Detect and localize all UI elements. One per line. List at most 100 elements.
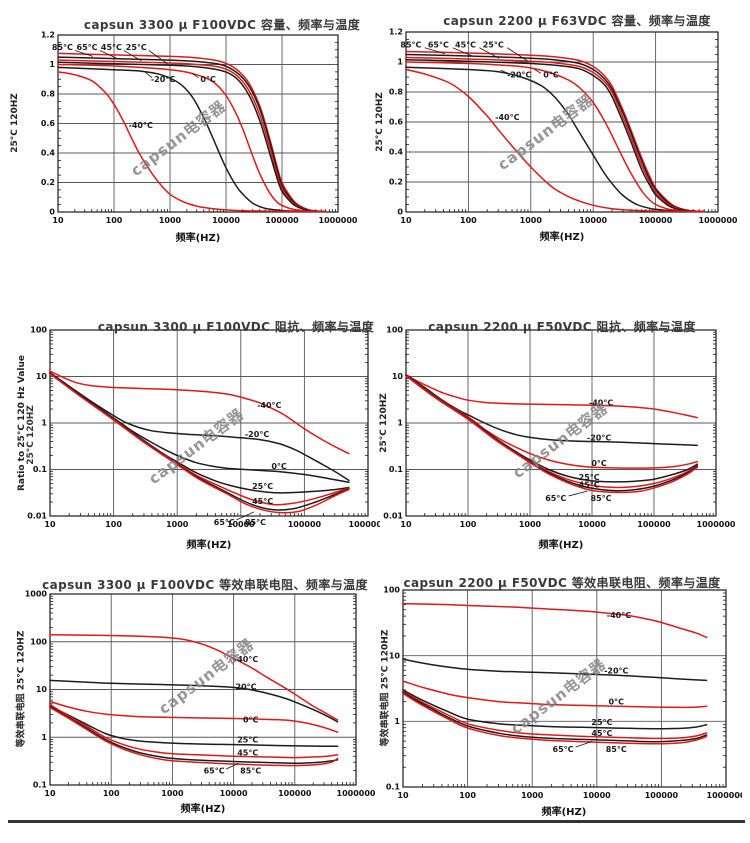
curve-0°C [405,61,705,213]
plot-canvas: 10 100 1000 10000 100000 1000000 1.2 1 0.8 0.6 0.4… [389,28,738,225]
curve-label-45°C: 45°C [591,729,612,738]
chart-esr-2200uf: 10 100 1000 10000 100000 1000000 100 10 1 0.1 -40°… [376,570,743,822]
x-tick-label: 10 [44,520,56,529]
plot-canvas: 10 100 1000 10000 100000 1000000 100 10 1 0.1 0.01… [383,326,736,529]
y-tick-label: 0.6 [41,119,56,128]
x-axis-label: 频率(HZ) [186,540,232,551]
label-leader-line [74,50,94,57]
curve--40°C [405,373,699,419]
x-tick-label: 10000 [579,216,607,225]
curve-label-0°C: 0°C [243,715,259,724]
x-tick-label: 10 [397,791,409,800]
plot-border [402,589,727,788]
curve--20°C [57,66,327,213]
x-axis-label: 频率(HZ) [538,540,584,551]
x-tick-label: 1000000 [337,789,376,798]
x-axis-label: 频率(HZ) [175,233,221,244]
y-axis-label: 25°C 120HZ [375,92,385,152]
plot-border [405,31,719,213]
x-tick-label: 100000 [288,520,322,529]
plot-border [405,329,717,517]
curve--40°C [57,71,327,213]
plot-canvas: 10 100 1000 10000 100000 1000000 1.2 1 0.8 0.6 0.4… [41,31,358,225]
chart-title: capsun 3300 μ F100VDC 阻抗、频率与温度 [97,320,375,334]
label-leader-line [144,71,153,79]
y-tick-label: 0.1 [389,465,404,474]
y-axis-label-secondary: 25°C 120HZ [26,405,36,465]
x-tick-label: 1000 [520,216,543,225]
curve--40°C [405,68,705,213]
x-tick-label: 1000 [159,216,182,225]
y-tick-label: 100 [383,586,400,595]
curve--40°C [49,370,350,455]
curve-85°C [402,692,708,745]
x-tick-label: 10 [52,216,64,225]
y-tick-label: 0.8 [41,90,56,99]
chart-impedance-2200uf: 10 100 1000 10000 100000 1000000 100 10 1 0.1 0.01… [376,312,742,558]
curve-85°C [49,373,350,514]
curve-label-45°C: 45°C [455,40,476,49]
curve--40°C [49,634,339,721]
y-tick-label: 0 [49,208,55,217]
x-tick-label: 1000000 [349,520,380,529]
x-tick-label: 10000 [212,216,240,225]
x-tick-label: 10000 [227,520,255,529]
chart-impedance-3300uf: 10 100 1000 10000 100000 1000000 100 10 1 0.1 0.01… [10,312,380,558]
x-tick-label: 100000 [637,520,671,529]
curve-label-85°C: 85°C [52,43,73,52]
x-tick-label: 100000 [645,791,679,800]
curve-65°C [402,691,708,743]
curve-0°C [402,680,708,709]
y-tick-label: 0.2 [389,178,403,187]
curve-label-85°C: 85°C [245,518,266,527]
x-tick-label: 100 [460,520,477,529]
x-tick-label: 10000 [583,791,611,800]
y-tick-label: 1000 [25,590,48,599]
chart-title: capsun 2200 μ F63VDC 容量、频率与温度 [443,14,711,28]
chart-capacitance-3300uf: 10 100 1000 10000 100000 1000000 1.2 1 0.8 0.6 0.4… [8,6,360,256]
y-tick-label: 1 [394,717,400,726]
label-leader-line [424,47,446,55]
curve--20°C [402,658,708,682]
x-tick-label: 1000 [161,789,184,798]
y-tick-label: 100 [30,326,47,335]
chart-title: capsun 3300 μ F100VDC 等效串联电阻、频率与温度 [42,578,368,592]
curve-85°C [57,52,327,213]
y-tick-label: 0.8 [389,88,404,97]
x-tick-label: 1000 [166,520,189,529]
plot-border [57,34,339,213]
x-tick-label: 100 [460,216,477,225]
x-tick-label: 100 [459,791,476,800]
curve--20°C [49,679,339,723]
y-tick-label: 1 [41,419,47,428]
y-tick-label: 100 [386,326,403,335]
y-tick-label: 1 [41,733,47,742]
curve-label-0°C: 0°C [200,75,216,84]
x-tick-label: 10 [400,216,412,225]
x-axis-label: 频率(HZ) [539,232,585,243]
chart-capacitance-2200uf: 10 100 1000 10000 100000 1000000 1.2 1 0.8 0.6 0.4… [375,4,742,256]
curve-label-85°C: 85°C [240,767,261,776]
curve-label--40°C: -40°C [589,398,613,407]
curve-25°C [405,59,705,213]
x-tick-label: 1000000 [699,216,738,225]
y-tick-label: 0.1 [33,781,48,790]
curve-label-0°C: 0°C [591,459,607,468]
x-tick-label: 100 [105,520,122,529]
x-tick-label: 10000 [220,789,248,798]
curve-label--40°C: -40°C [495,113,519,122]
plot-canvas: 10 100 1000 10000 100000 1000000 100 10 1 0.1 -40°… [383,586,742,800]
x-tick-label: 100000 [265,216,299,225]
x-tick-label: 1000 [519,520,542,529]
x-axis-label: 频率(HZ) [541,807,587,818]
y-tick-label: 0.01 [383,512,403,521]
curve-0°C [57,63,327,213]
curve-0°C [405,374,699,469]
x-tick-label: 100000 [278,789,312,798]
label-leader-line [123,50,142,62]
curve-label-25°C: 25°C [591,718,612,727]
y-tick-label: 10 [392,372,404,381]
label-leader-line [148,50,168,65]
curve-label-45°C: 45°C [101,43,122,52]
